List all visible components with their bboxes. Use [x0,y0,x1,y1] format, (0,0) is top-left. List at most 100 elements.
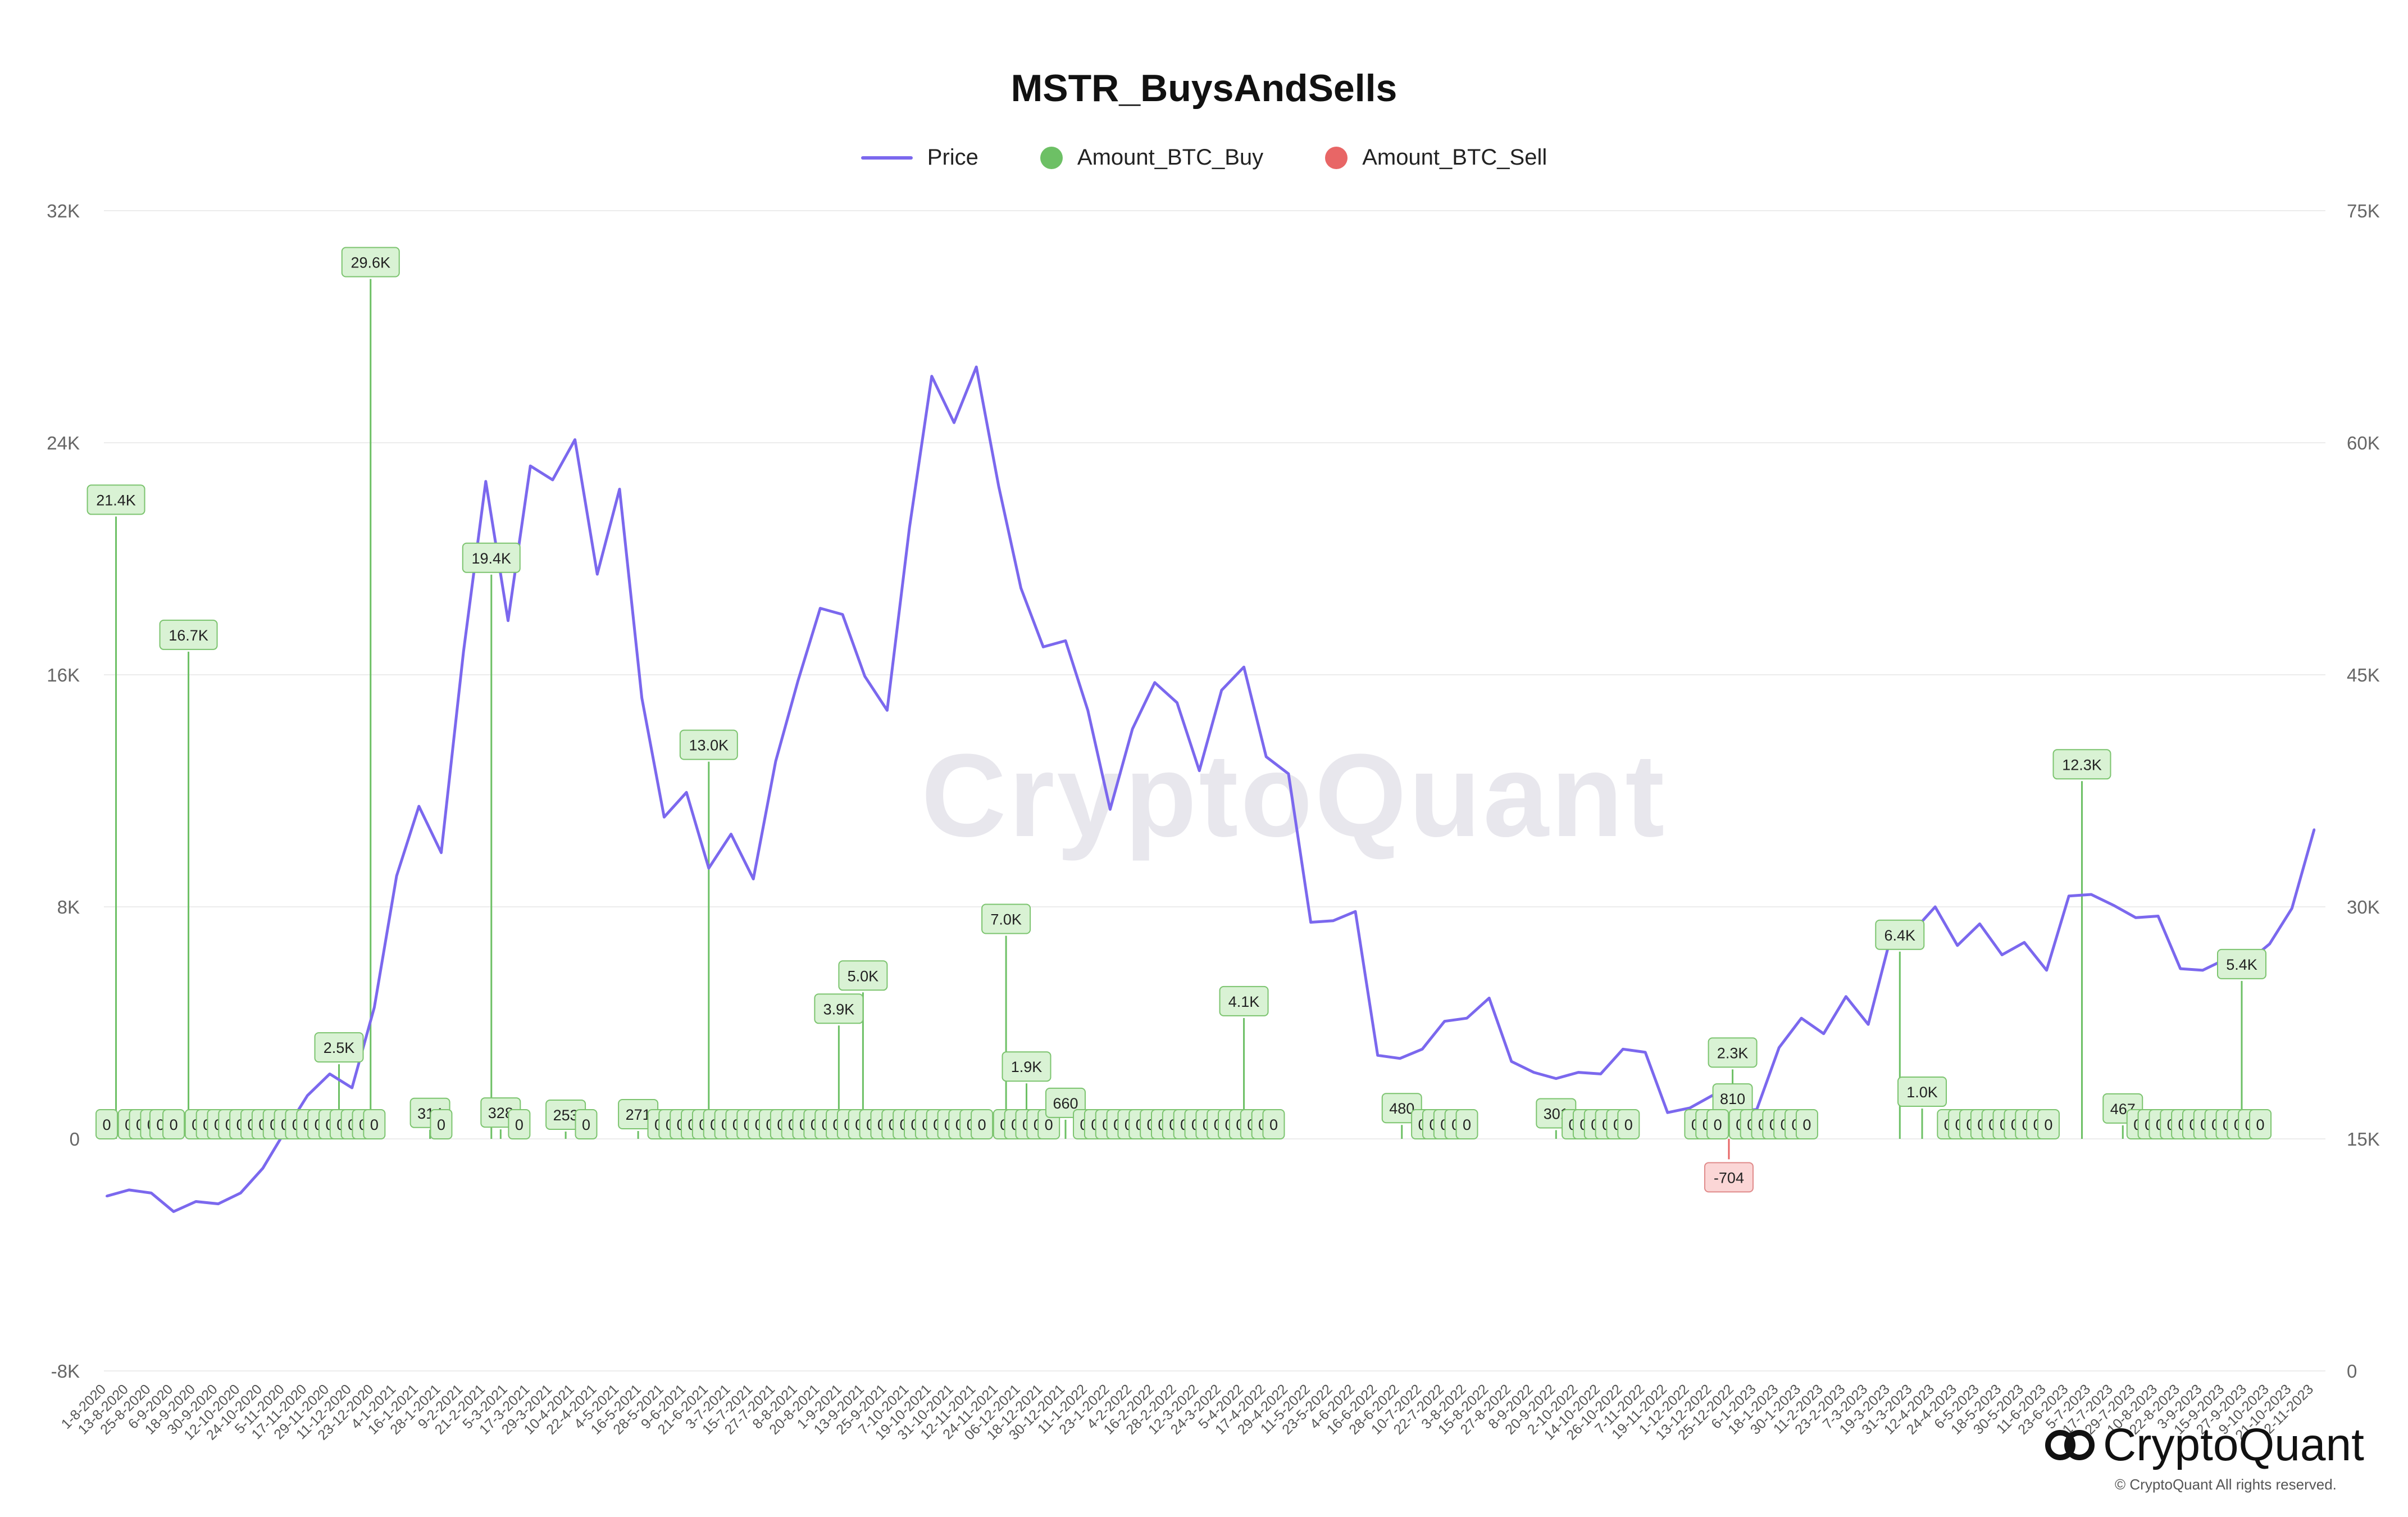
price-point [1555,1077,1558,1080]
label-box [1708,1037,1758,1068]
price-point [1086,709,1089,712]
price-point [306,1094,309,1097]
price-point [2179,968,2182,970]
legend-item-sell[interactable]: Amount_BTC_Sell [1325,145,1547,170]
label-text: 16.7K [169,627,208,644]
label-box [1875,919,1925,950]
label-box [87,484,145,515]
buy-label: 810 [1712,1083,1753,1114]
label-box [1704,1162,1754,1193]
buy-label: 0 [2249,1109,2272,1139]
label-text: 0 [1269,1116,1278,1133]
buy-label: 7.0K [981,903,1031,934]
price-point [1176,701,1178,704]
price-point [796,680,799,683]
label-box [1617,1109,1640,1139]
label-text: -704 [1714,1169,1744,1186]
y-left-tick: -8K [51,1361,80,1382]
label-box [159,619,218,650]
buy-label: 0 [508,1109,531,1139]
label-text: 6.4K [1884,927,1916,944]
label-text: 1.9K [1011,1059,1043,1075]
price-point [350,1087,353,1089]
y-left-tick: 8K [57,897,80,918]
buy-label: 0 [1262,1109,1285,1139]
label-text: 810 [1720,1091,1745,1107]
price-point [663,816,666,819]
price-point [1064,639,1067,642]
price-point [1309,921,1312,924]
price-point [596,573,599,576]
legend-item-price[interactable]: Price [861,145,978,170]
label-text: 0 [170,1116,178,1133]
y-left-tick: 24K [47,433,80,453]
price-point [328,1073,331,1075]
price-point [1242,666,1245,669]
price-point [261,1167,264,1170]
price-point [2001,953,2004,956]
price-point [685,791,688,794]
label-text: 0 [2044,1116,2052,1133]
label-text: 0 [515,1116,524,1133]
price-point [2291,907,2293,910]
label-box [1795,1109,1818,1139]
label-box [430,1109,453,1139]
legend: Price Amount_BTC_Buy Amount_BTC_Sell [0,145,2408,170]
price-point [1644,1051,1647,1053]
y-right-tick: 45K [2347,665,2380,685]
y-right-tick: 30K [2347,897,2380,918]
price-point [618,488,621,490]
price-point [1845,995,1847,998]
label-text: 2.5K [324,1039,355,1056]
legend-item-buy[interactable]: Amount_BTC_Buy [1040,145,1263,170]
label-text: 5.4K [2226,956,2257,973]
label-box [1262,1109,1285,1139]
buy-label: 21.4K [87,484,145,515]
price-point [774,760,777,763]
price-point [1488,997,1491,1000]
label-box [1455,1109,1478,1139]
y-left-tick: 32K [47,201,80,221]
price-point [1198,769,1201,772]
price-point [2201,969,2204,971]
legend-buy-swatch [1040,146,1063,169]
label-text: 1.0K [1906,1084,1938,1101]
label-text: 0 [1802,1116,1811,1133]
price-point [1822,1032,1825,1035]
price-point [1421,1048,1424,1051]
label-box [1706,1109,1729,1139]
legend-sell-label: Amount_BTC_Sell [1362,145,1547,170]
buy-label: 0 [162,1109,185,1139]
price-point [1465,1017,1468,1020]
label-box [341,247,400,278]
label-box [314,1032,364,1063]
label-text: 0 [1463,1116,1471,1133]
price-point [1220,689,1223,692]
buy-label: 4.1K [1219,985,1269,1016]
price-point [640,697,643,700]
sell-label: -704 [1704,1162,1754,1193]
price-point [239,1192,242,1194]
label-text: 0 [582,1116,590,1133]
price-point [975,366,978,369]
price-point [863,675,866,678]
price-point [1399,1057,1401,1060]
buy-label: 0 [2037,1109,2060,1139]
price-point [1376,1054,1379,1057]
buy-label: 0 [95,1109,118,1139]
label-box [971,1109,994,1139]
price-point [953,421,955,424]
label-text: 480 [1389,1100,1414,1117]
price-point [819,607,822,610]
label-box [2037,1109,2060,1139]
label-text: 4.1K [1228,993,1260,1010]
price-point [1131,728,1134,730]
price-point [1666,1111,1669,1114]
price-point [1332,919,1335,922]
label-text: 2.3K [1717,1044,1749,1061]
label-text: 0 [2256,1116,2265,1133]
buy-label: 13.0K [679,729,738,760]
label-box [1002,1051,1051,1082]
label-text: 7.0K [990,911,1022,928]
